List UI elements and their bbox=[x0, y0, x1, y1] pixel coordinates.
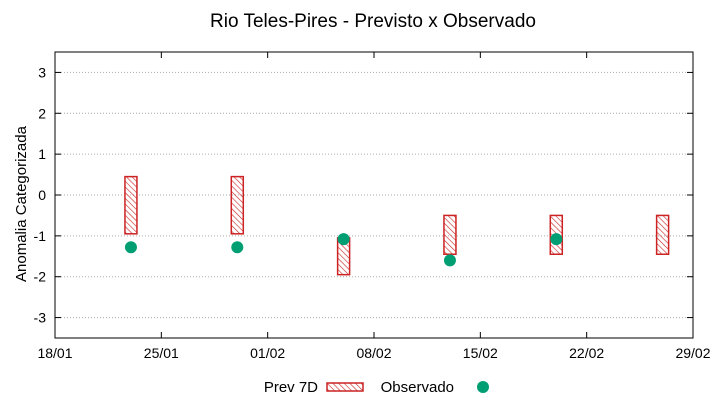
y-tick-label: -1 bbox=[34, 228, 47, 244]
y-axis: -3 -2 -1 0 1 2 3 bbox=[34, 64, 693, 326]
plot-frame bbox=[54, 51, 694, 339]
y-axis-label: Anomalia Categorizada bbox=[13, 125, 30, 282]
x-tick-label: 18/01 bbox=[37, 345, 72, 361]
y-tick-label: -3 bbox=[34, 310, 47, 326]
y-tick-label: 2 bbox=[38, 105, 46, 121]
prev-7d-range bbox=[230, 175, 245, 235]
x-axis: 18/01 25/01 01/02 08/02 15/02 22/02 29/02 bbox=[37, 52, 711, 361]
x-tick-label: 22/02 bbox=[569, 345, 604, 361]
legend-swatch-prev bbox=[326, 382, 364, 392]
y-tick-label: 0 bbox=[38, 187, 46, 203]
x-tick-label: 25/01 bbox=[144, 345, 179, 361]
legend-label-observado: Observado bbox=[381, 379, 454, 396]
observado-point bbox=[443, 254, 456, 267]
observado-point bbox=[337, 233, 350, 246]
y-tick-label: -2 bbox=[34, 269, 47, 285]
plot-marks bbox=[124, 175, 670, 276]
legend-label-prev: Prev 7D bbox=[264, 379, 318, 396]
x-tick-label: 08/02 bbox=[356, 345, 391, 361]
x-tick-label: 01/02 bbox=[250, 345, 285, 361]
grid bbox=[55, 71, 693, 319]
chart-title: Rio Teles-Pires - Previsto x Observado bbox=[210, 11, 536, 32]
observado-point bbox=[124, 241, 137, 254]
legend-swatch-observado bbox=[477, 381, 489, 393]
y-tick-label: 1 bbox=[38, 146, 46, 162]
y-tick-label: 3 bbox=[38, 64, 46, 80]
x-tick-label: 15/02 bbox=[463, 345, 498, 361]
prev-7d-range bbox=[655, 214, 670, 255]
observado-point bbox=[231, 241, 244, 254]
observado-point bbox=[550, 233, 563, 246]
prev-7d-range bbox=[443, 214, 457, 255]
legend: Prev 7D Observado bbox=[264, 379, 489, 396]
x-tick-label: 29/02 bbox=[675, 345, 710, 361]
prev-7d-range bbox=[124, 175, 138, 235]
